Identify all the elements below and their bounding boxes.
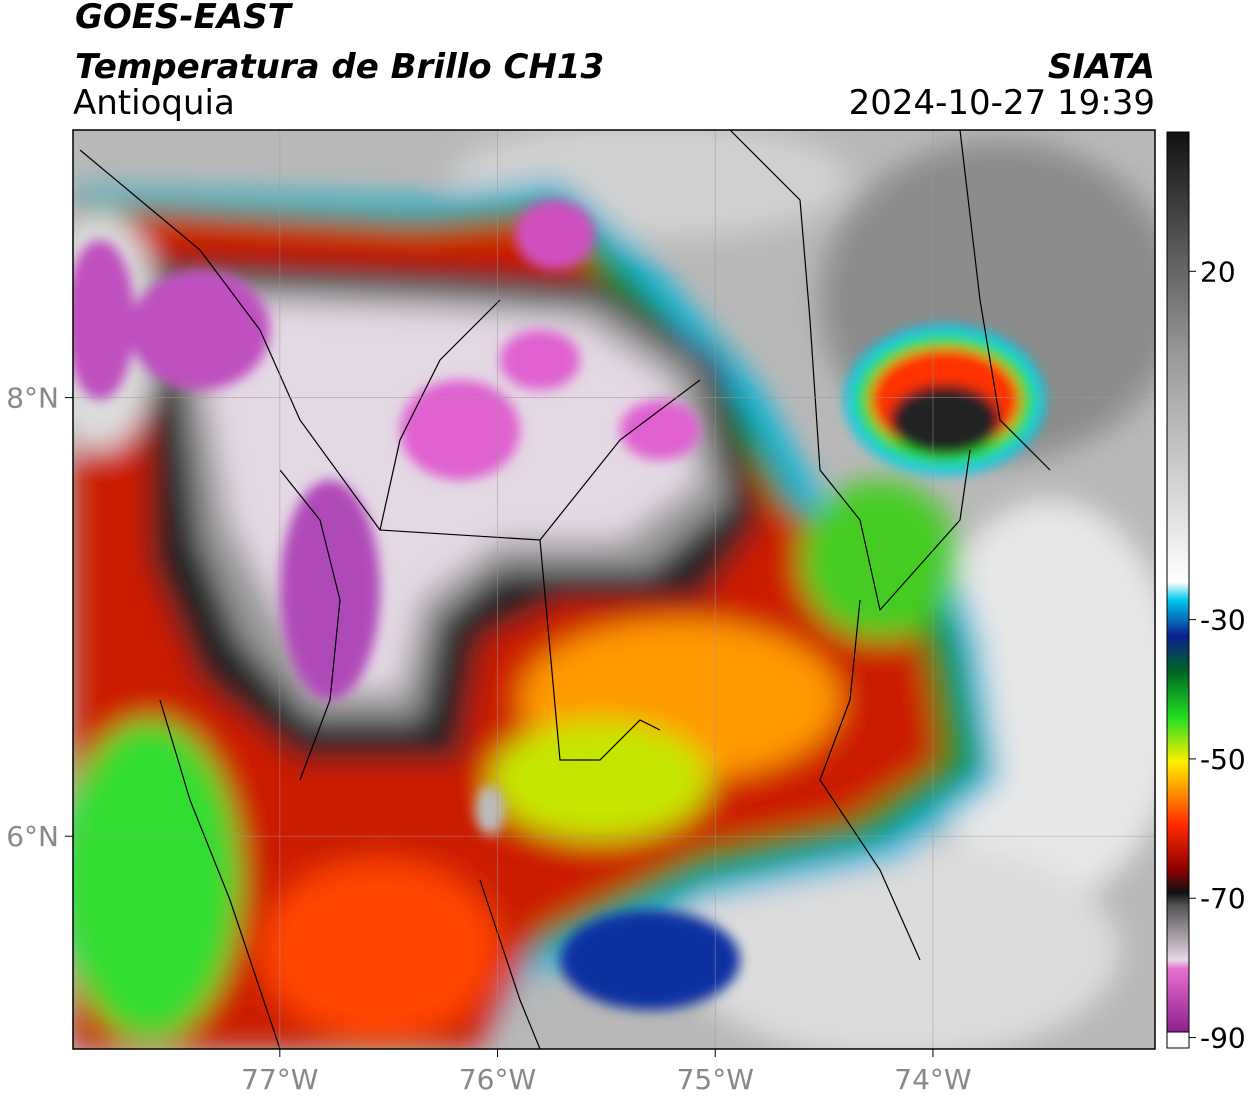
- y-tick-label: 6°N: [6, 820, 59, 853]
- colorbar-frame: [1166, 131, 1190, 1049]
- graticule: [73, 130, 1155, 1049]
- colorbar-tick-label: -90: [1200, 1022, 1246, 1055]
- datetime: 2024-10-27 19:39: [849, 83, 1155, 123]
- satellite-image: [73, 130, 1155, 1049]
- x-tick-label: 76°W: [459, 1063, 536, 1096]
- colorbar: [1167, 132, 1189, 1032]
- colorbar-tick-label: -50: [1200, 743, 1246, 776]
- y-tick-label: 8°N: [6, 382, 59, 415]
- x-tick-label: 77°W: [241, 1063, 318, 1096]
- x-tick-label: 75°W: [677, 1063, 754, 1096]
- region: Antioquia: [73, 83, 235, 123]
- source: SIATA: [1048, 47, 1155, 87]
- colorbar-under: [1166, 1031, 1190, 1049]
- colorbar-tick-label: -30: [1200, 604, 1246, 637]
- subtitle: Temperatura de Brillo CH13: [75, 47, 604, 87]
- colorbar-tick-label: 20: [1200, 255, 1236, 288]
- colorbar-tick-label: -70: [1200, 882, 1246, 915]
- map-frame: [72, 129, 1156, 1050]
- x-tick-label: 74°W: [894, 1063, 971, 1096]
- title: GOES-EAST: [75, 0, 294, 37]
